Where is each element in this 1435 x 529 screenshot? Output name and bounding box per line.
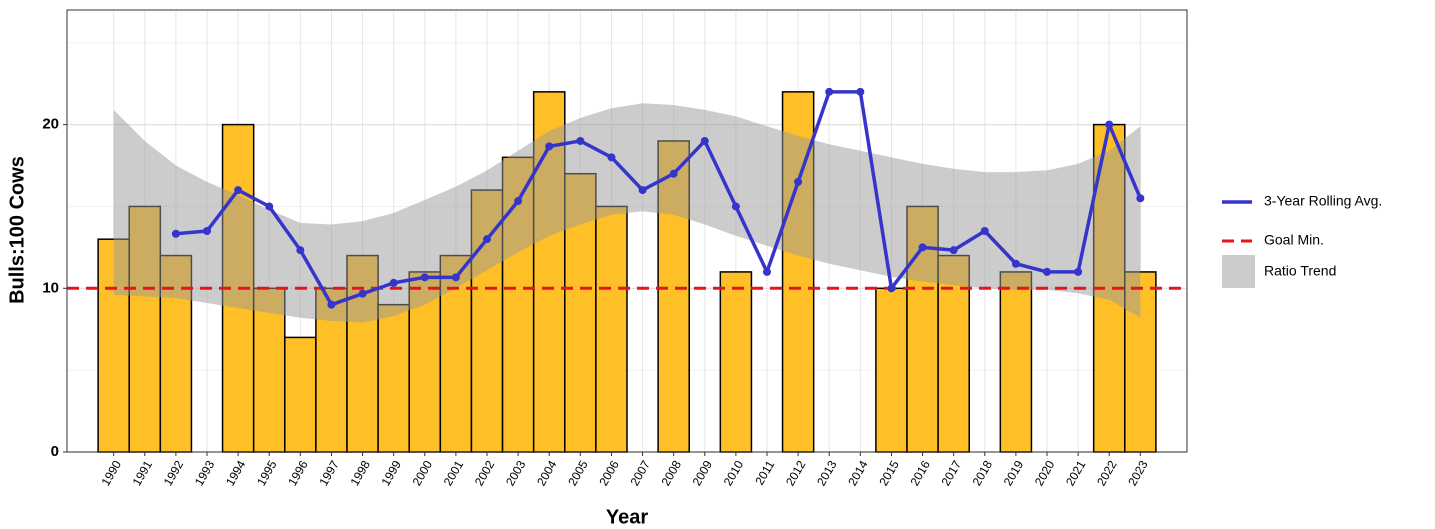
rolling-avg-point (327, 300, 336, 309)
bar (252, 287, 286, 453)
bar (284, 336, 317, 453)
x-tick-label: 2023 (1125, 458, 1151, 488)
rolling-avg-point (1136, 194, 1145, 203)
rolling-avg-point (1105, 120, 1114, 129)
rolling-avg-point (980, 227, 989, 235)
bar (719, 271, 753, 453)
x-axis-title: Year (606, 506, 648, 528)
x-tick-label: 2007 (627, 458, 653, 488)
rolling-avg-point (420, 273, 429, 282)
x-tick-label: 2017 (939, 458, 965, 488)
x-tick-label: 2014 (845, 458, 871, 488)
x-tick-label: 1998 (347, 458, 373, 488)
legend-label: 3-Year Rolling Avg. (1264, 193, 1382, 209)
x-tick-label: 1997 (316, 458, 342, 488)
rolling-avg-point (1043, 267, 1051, 276)
rolling-avg-point (545, 142, 554, 151)
rolling-avg-point (389, 278, 398, 287)
x-tick-label: 1990 (99, 458, 125, 488)
rolling-avg-point (669, 169, 678, 178)
rolling-avg-point (1011, 259, 1020, 268)
x-tick-label: 2022 (1094, 458, 1120, 488)
legend-key-box (1222, 255, 1255, 288)
rolling-avg-point (949, 246, 958, 255)
rolling-avg-point (856, 87, 865, 96)
bar (595, 205, 628, 453)
x-tick-label: 2008 (659, 458, 685, 488)
y-tick-label: 0 (51, 443, 59, 460)
x-tick-label: 1995 (254, 458, 280, 488)
rolling-avg-point (514, 197, 523, 206)
rolling-avg-point (483, 235, 491, 244)
x-tick-label: 2006 (596, 458, 622, 488)
legend-label: Goal Min. (1264, 232, 1324, 248)
rolling-avg-point (171, 229, 180, 238)
x-tick-label: 1992 (161, 458, 187, 488)
x-tick-label: 1991 (130, 458, 156, 488)
x-tick-label: 2004 (534, 458, 560, 488)
rolling-avg-point (825, 87, 834, 96)
rolling-avg-point (700, 136, 709, 145)
x-tick-label: 2010 (721, 458, 747, 488)
x-tick-label: 2009 (690, 458, 716, 488)
rolling-avg-point (918, 243, 927, 252)
x-tick-label: 2021 (1063, 458, 1089, 488)
y-tick-label: 10 (42, 279, 59, 296)
x-tick-label: 2020 (1032, 458, 1058, 488)
x-tick-label: 2011 (752, 458, 777, 488)
rolling-avg-point (887, 284, 896, 293)
rolling-avg-line (175, 90, 1142, 307)
x-tick-label: 2002 (472, 458, 498, 488)
rolling-avg-point (794, 177, 803, 186)
x-tick-label: 1996 (285, 458, 311, 488)
x-tick-label: 2019 (1001, 458, 1027, 488)
y-axis-title: Bulls:100 Cows (6, 156, 28, 304)
x-tick-label: 2000 (410, 458, 436, 488)
rolling-avg-point (265, 202, 274, 211)
x-tick-label: 2013 (814, 458, 840, 488)
rolling-avg-point (607, 153, 616, 162)
rolling-avg-point (576, 136, 585, 145)
plot-border (66, 9, 1188, 453)
rolling-avg-point (203, 227, 211, 235)
x-tick-label: 2003 (503, 458, 529, 488)
y-tick-label: 20 (42, 116, 59, 133)
x-tick-label: 2016 (907, 458, 933, 488)
x-tick-label: 1999 (379, 458, 405, 488)
rolling-avg-point (731, 202, 740, 211)
legend-label: Ratio Trend (1264, 263, 1336, 279)
rolling-avg-point (234, 186, 243, 195)
rolling-avg-point (358, 289, 367, 298)
rolling-avg-point (638, 186, 647, 195)
x-tick-label: 2005 (565, 458, 591, 488)
x-tick-label: 2001 (441, 458, 467, 488)
x-tick-label: 2015 (876, 458, 902, 488)
rolling-avg-point (1074, 267, 1083, 276)
trend-ribbon (113, 103, 1141, 323)
x-tick-label: 1994 (223, 458, 249, 488)
x-tick-label: 2018 (970, 458, 996, 488)
bar (999, 271, 1033, 453)
rolling-avg-point (296, 246, 305, 255)
rolling-avg-point (763, 267, 771, 276)
x-tick-label: 1993 (192, 458, 218, 488)
rolling-avg-point (451, 273, 460, 282)
x-tick-label: 2012 (783, 458, 809, 488)
bar (377, 303, 410, 453)
bar (875, 287, 908, 453)
